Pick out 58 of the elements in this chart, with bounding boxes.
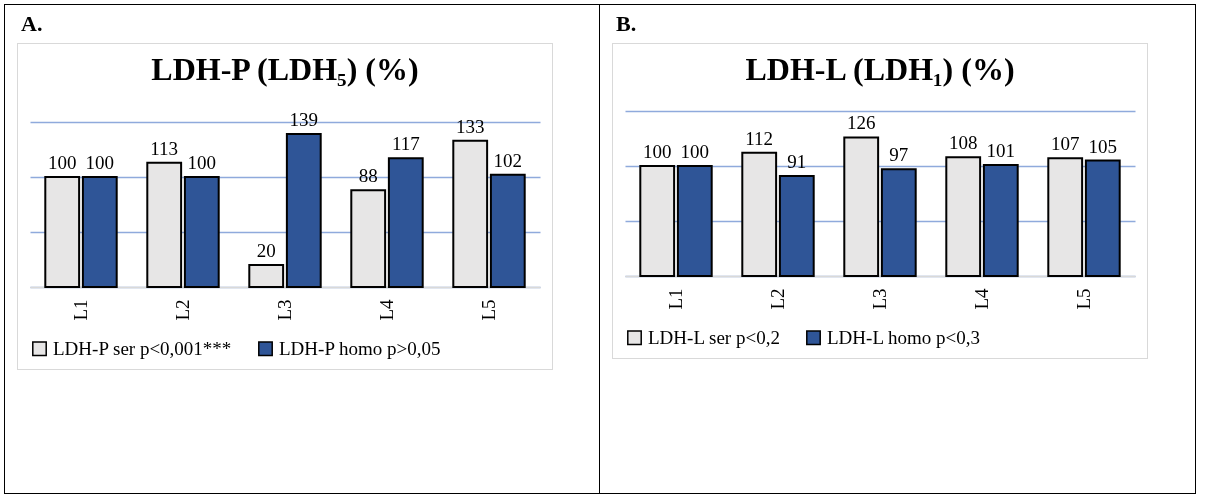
text: A. bbox=[21, 11, 43, 37]
data-label: 126 bbox=[846, 112, 876, 134]
data-label: 102 bbox=[493, 149, 523, 171]
bar bbox=[489, 173, 526, 288]
data-label: 100 bbox=[187, 152, 217, 173]
data-label: 100 bbox=[47, 152, 77, 173]
bar bbox=[676, 165, 713, 277]
x-tick-label: L1 bbox=[70, 299, 91, 321]
data-label: 113 bbox=[150, 137, 179, 159]
data-label: 108 bbox=[948, 132, 978, 154]
text: B. bbox=[616, 11, 637, 37]
bar bbox=[81, 176, 118, 288]
bar bbox=[44, 176, 81, 288]
bar bbox=[183, 176, 220, 288]
chart-title: LDH-L (LDH₁) (%) bbox=[745, 51, 1015, 87]
x-tick-label: L5 bbox=[1073, 288, 1094, 310]
x-tick-label: L2 bbox=[767, 288, 788, 310]
legend-label: LDH-P ser p<0,001*** bbox=[53, 337, 232, 359]
data-label: 133 bbox=[455, 115, 485, 137]
data-label: 100 bbox=[642, 141, 672, 162]
data-label: 112 bbox=[745, 127, 774, 149]
legend-label: LDH-L homo p<0,3 bbox=[827, 326, 981, 348]
x-tick-label: L4 bbox=[376, 299, 397, 321]
bar bbox=[639, 165, 676, 277]
data-label: 100 bbox=[680, 141, 710, 162]
chart-title: LDH-P (LDH₅) (%) bbox=[151, 51, 419, 88]
bar bbox=[285, 133, 322, 288]
bar bbox=[1047, 157, 1084, 277]
x-tick-label: L3 bbox=[274, 299, 295, 321]
data-label: 117 bbox=[391, 133, 420, 155]
data-label: 97 bbox=[889, 144, 909, 166]
bar bbox=[248, 264, 285, 288]
data-label: 107 bbox=[1050, 133, 1080, 155]
bar bbox=[880, 168, 917, 277]
bar bbox=[452, 139, 489, 288]
legend-label: LDH-L ser p<0,2 bbox=[648, 326, 780, 348]
data-label: 139 bbox=[289, 109, 319, 131]
x-tick-label: L4 bbox=[971, 288, 992, 310]
data-label: 101 bbox=[986, 139, 1016, 161]
data-label: 91 bbox=[787, 150, 807, 172]
bar bbox=[945, 156, 982, 277]
legend-label: LDH-P homo p>0,05 bbox=[279, 337, 441, 359]
x-tick-label: L2 bbox=[172, 299, 193, 321]
bar bbox=[982, 163, 1019, 277]
x-tick-label: L5 bbox=[478, 299, 499, 321]
bar bbox=[843, 136, 880, 277]
x-tick-label: L1 bbox=[665, 288, 686, 310]
bar bbox=[741, 151, 778, 277]
data-label: 20 bbox=[256, 240, 276, 261]
bar bbox=[1084, 159, 1121, 277]
bar bbox=[778, 174, 815, 277]
bar bbox=[350, 189, 387, 288]
data-label: 100 bbox=[85, 152, 115, 173]
bar bbox=[146, 161, 183, 288]
data-label: 88 bbox=[358, 165, 378, 187]
bar bbox=[387, 157, 424, 288]
x-tick-label: L3 bbox=[869, 288, 890, 310]
data-label: 105 bbox=[1088, 135, 1118, 157]
